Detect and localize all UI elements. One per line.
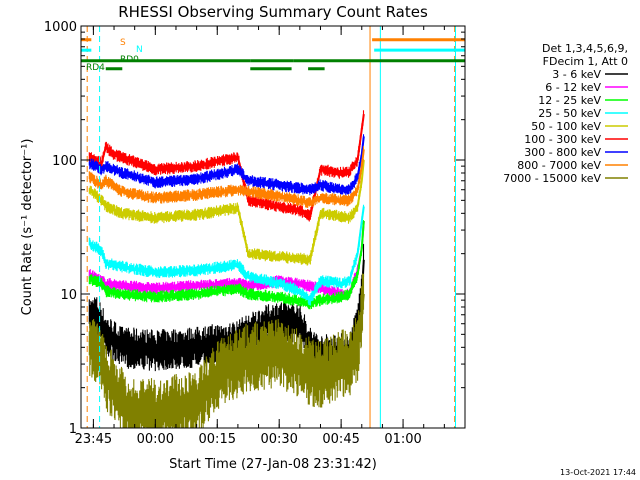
vertical-markers	[86, 26, 457, 428]
series-line	[88, 221, 365, 305]
flag-label: RD4	[86, 63, 105, 73]
series-12-25-kev	[88, 220, 365, 310]
y-axis: 1 10 100 1000	[44, 20, 465, 437]
series-800-7000-kev	[88, 146, 365, 208]
x-tick-label: 00:00	[137, 432, 174, 447]
series-line	[88, 206, 365, 302]
legend-label: 800 - 7000 keV	[517, 159, 601, 172]
chart-title: RHESSI Observing Summary Count Rates	[118, 3, 428, 21]
y-tick-label: 1	[69, 422, 77, 437]
series-line	[88, 293, 365, 414]
x-tick-label: 00:45	[322, 432, 359, 447]
legend-label: 6 - 12 keV	[545, 81, 601, 94]
legend-label: 25 - 50 keV	[538, 107, 601, 120]
legend-label: 3 - 6 keV	[552, 68, 601, 81]
series-25-50-kev	[88, 204, 365, 306]
legend: Det 1,3,4,5,6,9, FDecim 1, Att 0 3 - 6 k…	[503, 42, 628, 185]
series-50-100-kev	[88, 159, 365, 266]
flag-label: N	[136, 45, 143, 55]
y-tick-label: 100	[52, 154, 77, 169]
y-axis-label: Count Rate (s⁻¹ detector⁻¹)	[20, 139, 35, 316]
timestamp: 13-Oct-2021 17:44	[560, 468, 636, 477]
x-tick-label: 01:00	[384, 432, 421, 447]
x-axis-label: Start Time (27-Jan-08 23:31:42)	[169, 457, 377, 472]
legend-label: 50 - 100 keV	[531, 120, 601, 133]
legend-header-line-1: Det 1,3,4,5,6,9,	[542, 42, 628, 55]
series-line	[88, 149, 365, 204]
x-tick-label: 23:45	[75, 432, 112, 447]
legend-label: 12 - 25 keV	[538, 94, 601, 107]
series-line	[88, 113, 365, 218]
y-tick-label: 1000	[44, 20, 77, 35]
series-bands	[88, 110, 365, 428]
legend-label: 100 - 300 keV	[524, 133, 601, 146]
series-300-800-kev	[88, 134, 365, 196]
series-line	[88, 159, 365, 261]
legend-label: 300 - 800 keV	[524, 146, 601, 159]
x-axis: 23:45 00:00 00:15 00:30 00:45 01:00	[75, 26, 466, 447]
legend-label: 7000 - 15000 keV	[503, 172, 601, 185]
x-tick-label: 00:30	[260, 432, 297, 447]
plot-frame	[80, 25, 466, 429]
flag-label: RD0	[120, 55, 139, 65]
series-7000-15000-kev	[88, 273, 365, 428]
flag-label: S	[120, 38, 126, 48]
y-tick-label: 10	[60, 288, 77, 303]
x-tick-label: 00:15	[199, 432, 236, 447]
legend-header-line-2: FDecim 1, Att 0	[543, 55, 628, 68]
series-line	[88, 136, 365, 191]
